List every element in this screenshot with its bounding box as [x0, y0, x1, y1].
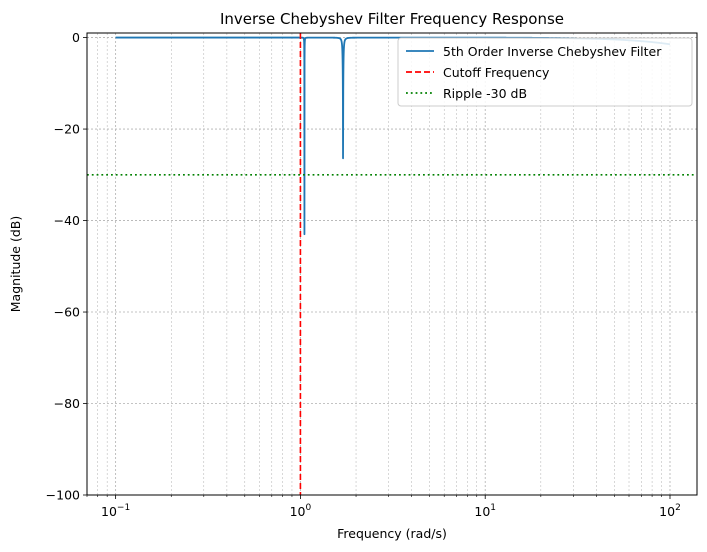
- y-axis-label: Magnitude (dB): [8, 216, 23, 312]
- x-axis-ticks: 10−1 100 101 102: [86, 495, 681, 519]
- x-tick-label: 101: [474, 503, 496, 519]
- legend-box: [397, 37, 693, 107]
- x-tick-label: 100: [290, 503, 312, 519]
- x-axis-label: Frequency (rad/s): [337, 526, 447, 541]
- axes-frame: [86, 32, 698, 496]
- y-tick-label: −80: [54, 396, 80, 411]
- y-tick-label: −60: [54, 305, 80, 320]
- y-tick-label: −20: [54, 122, 80, 137]
- y-axis-ticks: 0 −20 −40 −60 −80 −100: [46, 30, 87, 503]
- legend-label-filter: 5th Order Inverse Chebyshev Filter: [443, 44, 662, 59]
- reference-lines-layer: [87, 33, 697, 495]
- y-tick-label: −40: [54, 213, 80, 228]
- x-tick-label: 10−1: [101, 503, 130, 519]
- x-tick-label: 102: [659, 503, 681, 519]
- y-tick-label: 0: [72, 30, 80, 45]
- legend-label-cutoff: Cutoff Frequency: [443, 65, 550, 80]
- y-tick-label: −100: [46, 488, 80, 503]
- legend-label-ripple: Ripple -30 dB: [443, 86, 527, 101]
- legend: 5th Order Inverse Chebyshev Filter Cutof…: [397, 37, 693, 107]
- grid: [86, 33, 697, 496]
- chart-title: Inverse Chebyshev Filter Frequency Respo…: [220, 10, 564, 28]
- plot-area: [87, 33, 697, 495]
